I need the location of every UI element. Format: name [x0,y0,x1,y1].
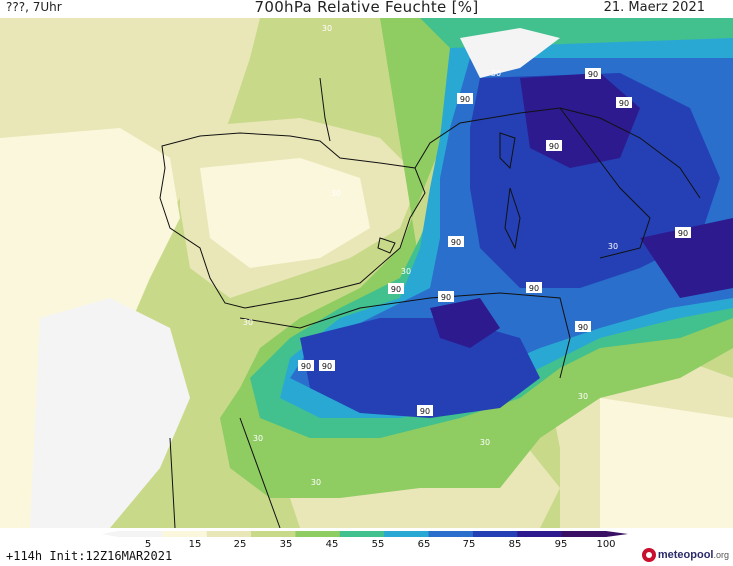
mallorca [377,237,396,254]
colorbar-tick-label: 35 [280,539,293,550]
colorbar: 5 15 25 35 45 55 65 75 85 95 100 [102,531,628,550]
contour-label: 90 [441,293,451,302]
colorbar-tick-label: 25 [234,539,247,550]
colorbar-cell [162,531,208,537]
contour-label: 90 [391,285,401,294]
colorbar-cell [251,531,296,537]
logo-name: meteopool [657,549,714,561]
contour-label: 90 [549,142,559,151]
colorbar-cell [561,531,607,537]
colorbar-max-arrow [606,531,628,537]
very-dry-zone-libya [600,398,733,528]
footer: 5 15 25 35 45 55 65 75 85 95 100 +114h Init:12Z16M… [0,528,733,566]
location-label: ???, 7Uhr [6,0,62,14]
meteopool-logo: meteopool .org [641,545,729,565]
contour-label: 30 [253,434,263,443]
header: ???, 7Uhr 700hPa Relative Feuchte [%] 21… [0,0,733,18]
humid-core-east [640,218,733,298]
colorbar-cells [102,531,628,537]
colorbar-cell [384,531,430,537]
colorbar-cell [428,531,474,537]
coastlines [159,77,701,528]
contour-label: 90 [420,407,430,416]
contour-label: 90 [529,284,539,293]
sardinia-corsica [499,132,521,250]
humidity-map: 30 30 90 90 90 90 30 90 30 90 90 90 90 3… [0,18,733,528]
iberia-coast [159,132,426,309]
contour-label: 30 [578,392,588,401]
logo-tld: .org [713,550,729,560]
contour-label: 30 [243,318,253,327]
contour-label: 90 [678,229,688,238]
humidity-map-svg: 30 30 90 90 90 90 30 90 30 90 90 90 90 3… [0,18,733,528]
france-west-coast [319,77,331,142]
colorbar-cell [517,531,563,537]
contour-label: 30 [608,242,618,251]
colorbar-tick-label: 55 [372,539,385,550]
colorbar-ticks: 5 15 25 35 45 55 65 75 85 95 100 [145,539,616,550]
humid-core-south [300,318,540,418]
contour-label: 90 [619,99,629,108]
contour-labels: 30 30 90 90 90 90 30 90 30 90 90 90 90 3… [243,24,691,487]
contour-label: 30 [401,267,411,276]
dry-streak-alps [460,28,560,78]
meteopool-logo-icon [641,548,656,562]
colorbar-tick-label: 5 [145,539,151,550]
colorbar-cell [339,531,385,537]
colorbar-tick-label: 100 [596,539,615,550]
colorbar-cell [206,531,252,537]
colorbar-cell [295,531,341,537]
valid-date: 21. Maerz 2021 [603,0,705,15]
contour-label: 90 [301,362,311,371]
humid-core-algeria [430,298,500,348]
contour-label: 90 [451,238,461,247]
contour-label: 90 [588,70,598,79]
italy-boot [559,107,651,259]
colorbar-tick-label: 75 [463,539,476,550]
africa-borders [169,417,281,528]
contour-label: 30 [331,189,341,198]
north-africa-coast [239,292,571,379]
colorbar-tick-label: 85 [509,539,522,550]
contour-label: 30 [322,24,332,33]
dry-zone-africa [30,298,190,528]
contour-label: 30 [480,438,490,447]
colorbar-min-arrow [102,531,118,537]
colorbar-cell [472,531,518,537]
map-title: 700hPa Relative Feuchte [%] [254,0,479,16]
run-info: +114h Init:12Z16MAR2021 [6,549,173,563]
contour-label: 30 [311,478,321,487]
contour-label: 30 [491,69,501,78]
colorbar-tick-label: 15 [189,539,202,550]
contour-label: 90 [460,95,470,104]
france-italy-coast [414,107,701,199]
very-dry-zone-iberia [200,158,370,268]
colorbar-tick-label: 45 [326,539,339,550]
contour-label: 90 [322,362,332,371]
colorbar-tick-label: 95 [555,539,568,550]
colorbar-cell [118,531,163,537]
contour-label: 90 [578,323,588,332]
colorbar-tick-label: 65 [418,539,431,550]
